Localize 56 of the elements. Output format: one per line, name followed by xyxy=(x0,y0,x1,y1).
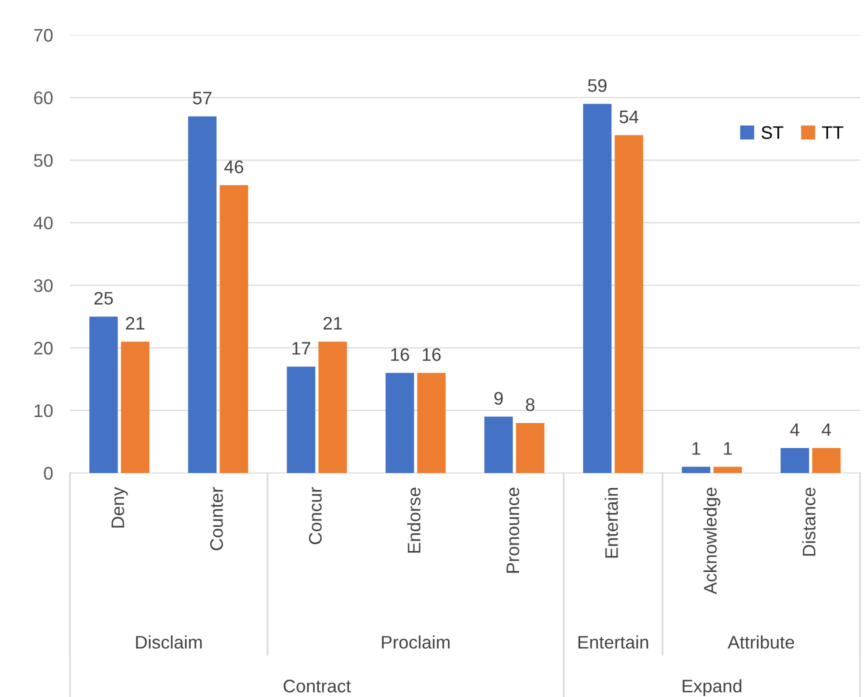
data-label: 46 xyxy=(224,160,244,174)
data-label: 9 xyxy=(494,392,503,405)
text: Expand xyxy=(682,679,742,696)
bar xyxy=(386,372,414,473)
y-tick-label: 50 xyxy=(34,154,53,167)
y-tick-label: 30 xyxy=(34,279,53,292)
bar xyxy=(318,342,347,473)
x-tick-label: Entertain xyxy=(604,488,618,558)
bar xyxy=(682,466,710,473)
data-label: 17 xyxy=(292,342,310,355)
data-label: 1 xyxy=(724,442,732,455)
text: Attribute xyxy=(728,635,794,649)
bar xyxy=(120,342,150,473)
legend-label: ST xyxy=(762,126,784,139)
text: Proclaim xyxy=(382,635,450,649)
x-tick-label: Deny xyxy=(112,486,128,528)
x-tick-label: Pronounce xyxy=(506,488,520,573)
data-label: 57 xyxy=(193,92,212,104)
bar xyxy=(583,104,612,473)
text: Contract xyxy=(284,680,351,692)
x-tick-label: Counter xyxy=(210,487,223,550)
data-label: 25 xyxy=(94,292,113,305)
data-label: 4 xyxy=(790,423,800,436)
bar xyxy=(417,372,446,473)
y-tick-label: 0 xyxy=(44,466,53,480)
bar xyxy=(484,416,513,473)
bar xyxy=(89,316,118,473)
y-tick-label: 40 xyxy=(34,216,53,230)
legend-label: TT xyxy=(822,126,844,139)
bar xyxy=(220,185,248,473)
bar xyxy=(188,116,217,473)
data-label: 54 xyxy=(620,110,638,124)
data-label: 1 xyxy=(692,442,700,455)
data-label: 8 xyxy=(526,398,534,412)
data-label: 59 xyxy=(588,79,607,92)
bar xyxy=(286,366,316,473)
y-tick-label: 70 xyxy=(34,28,53,42)
text: Entertain xyxy=(578,635,648,649)
x-tick-label: Concur xyxy=(308,487,322,544)
data-label: 21 xyxy=(126,316,144,330)
y-tick-label: 10 xyxy=(34,404,53,418)
bar xyxy=(812,448,841,473)
x-tick-label: Endorse xyxy=(407,488,420,553)
y-tick-label: 60 xyxy=(34,92,53,104)
x-tick-label: Distance xyxy=(802,488,816,556)
y-tick-label: 20 xyxy=(34,342,53,355)
data-label: 16 xyxy=(391,348,410,361)
data-label: 16 xyxy=(422,348,441,361)
data-label: 21 xyxy=(324,316,342,330)
data-label: 4 xyxy=(822,423,831,436)
bar xyxy=(516,422,544,473)
text: Disclaim xyxy=(136,635,202,649)
bar xyxy=(614,135,644,473)
bar xyxy=(780,448,810,473)
bar xyxy=(713,466,742,473)
x-tick-label: Acknowledge xyxy=(703,488,720,594)
